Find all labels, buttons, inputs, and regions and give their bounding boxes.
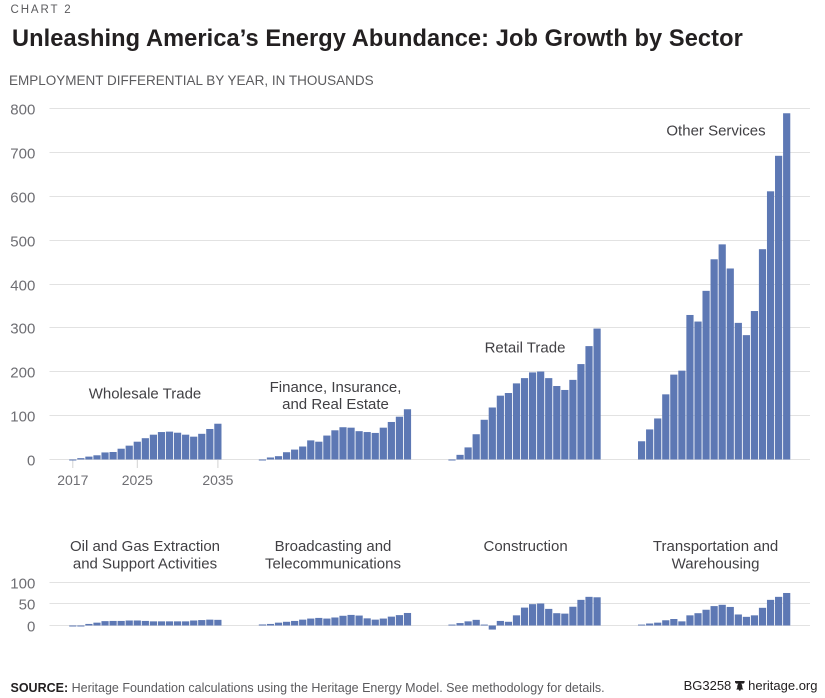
svg-text:50: 50 [19, 597, 36, 614]
svg-text:Finance, Insurance,: Finance, Insurance, [270, 379, 402, 396]
svg-text:100: 100 [10, 409, 35, 426]
svg-text:Retail Trade: Retail Trade [485, 339, 566, 356]
svg-text:Construction: Construction [483, 538, 567, 555]
svg-text:200: 200 [10, 365, 35, 382]
svg-text:700: 700 [10, 146, 35, 163]
svg-text:and Support Activities: and Support Activities [73, 556, 217, 573]
svg-text:100: 100 [10, 576, 35, 593]
svg-text:500: 500 [10, 234, 35, 251]
svg-text:Warehousing: Warehousing [672, 556, 760, 573]
svg-text:600: 600 [10, 190, 35, 207]
svg-text:Oil and Gas Extraction: Oil and Gas Extraction [70, 538, 220, 555]
svg-text:2025: 2025 [122, 472, 153, 488]
svg-text:and Real Estate: and Real Estate [282, 396, 389, 413]
svg-text:Transportation and: Transportation and [653, 538, 778, 555]
svg-text:300: 300 [10, 321, 35, 338]
svg-text:Wholesale Trade: Wholesale Trade [89, 385, 202, 402]
svg-text:0: 0 [27, 619, 35, 636]
svg-text:2017: 2017 [57, 472, 88, 488]
svg-text:0: 0 [27, 453, 35, 470]
svg-text:Telecommunications: Telecommunications [265, 556, 401, 573]
svg-text:Other Services: Other Services [666, 123, 765, 140]
svg-text:Broadcasting and: Broadcasting and [275, 538, 392, 555]
svg-text:2035: 2035 [202, 472, 233, 488]
svg-text:400: 400 [10, 278, 35, 295]
svg-text:800: 800 [10, 102, 35, 119]
